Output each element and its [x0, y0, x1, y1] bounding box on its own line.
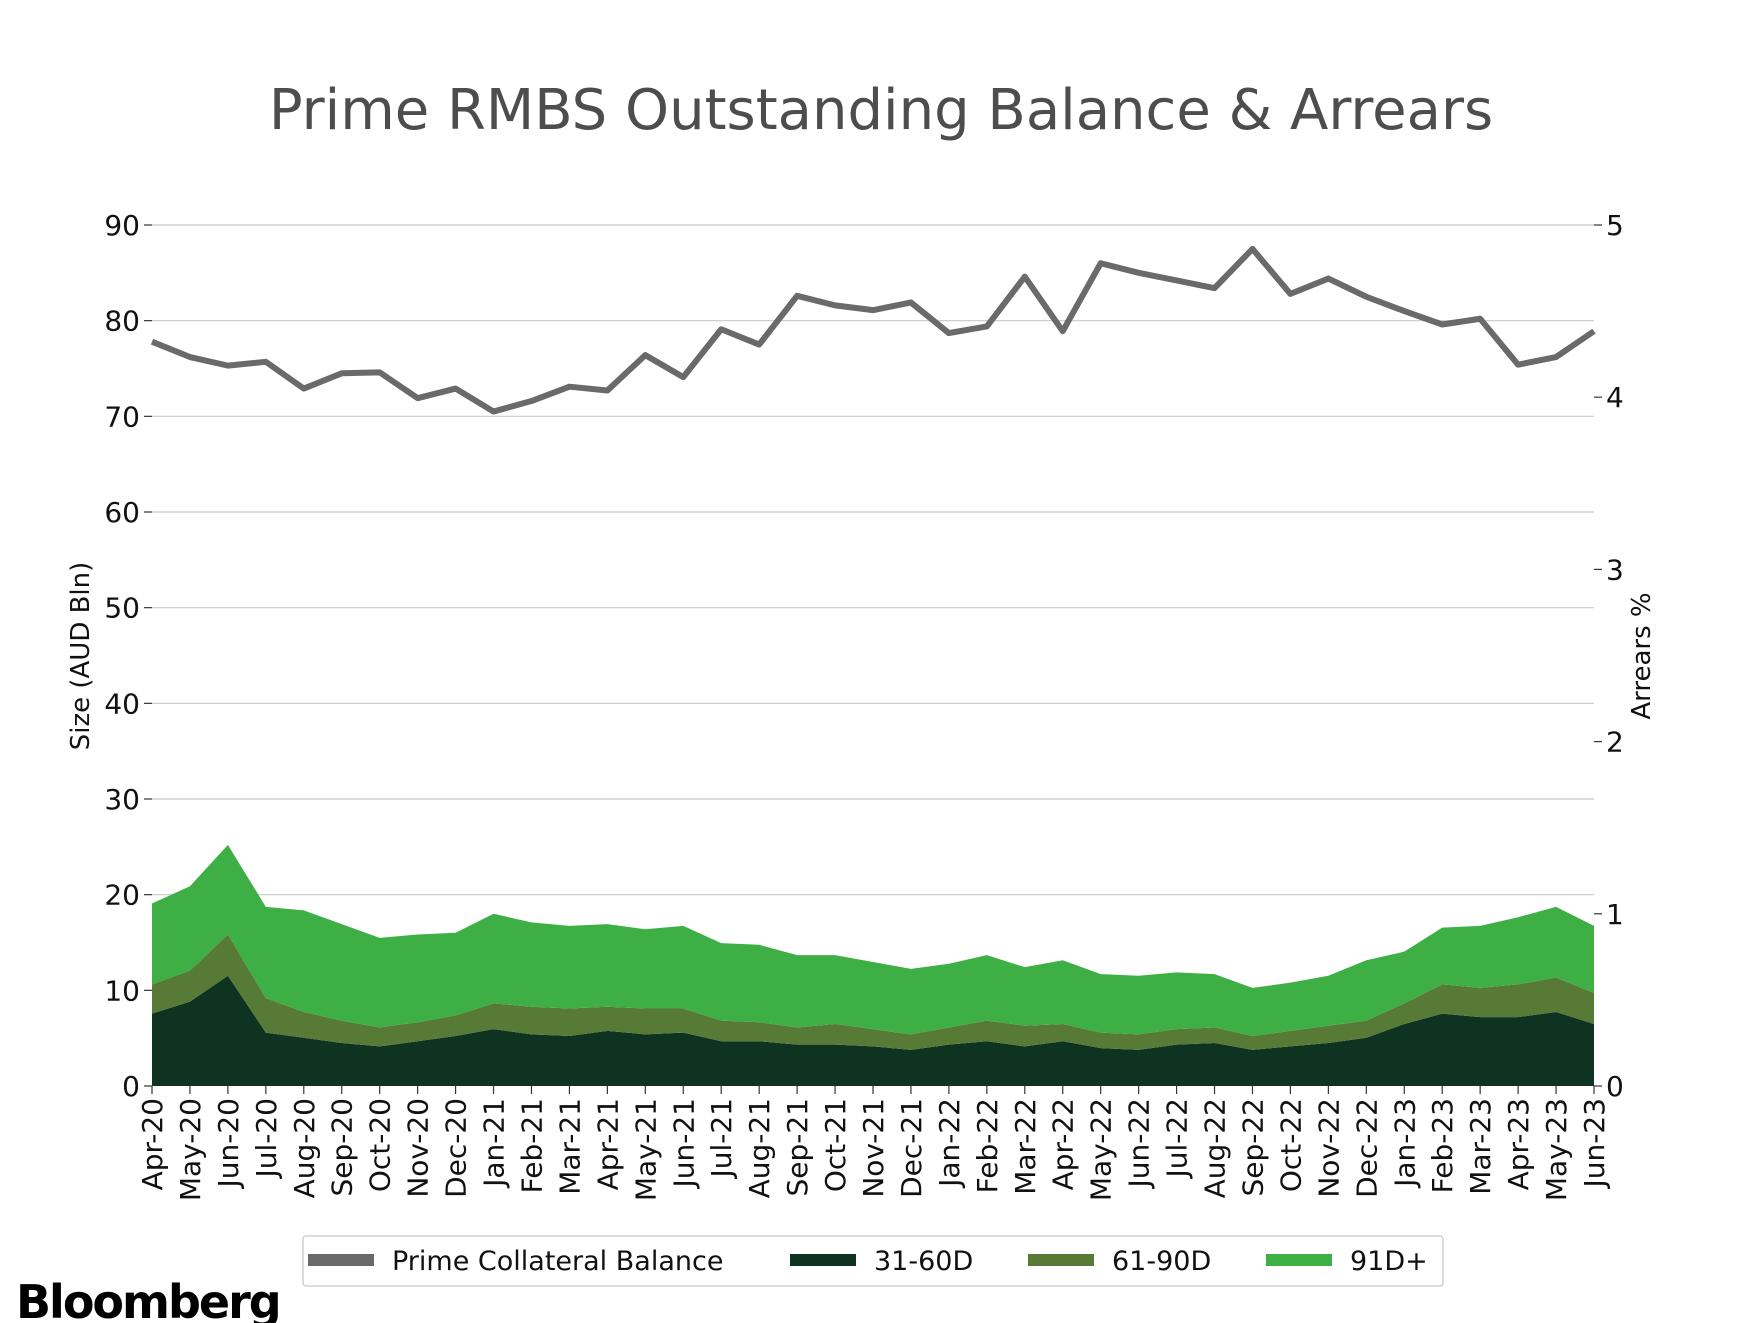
x-tick-label: Oct-20 — [364, 1098, 397, 1192]
x-tick-label: Nov-22 — [1312, 1098, 1345, 1198]
x-tick-label: Jan-22 — [933, 1098, 966, 1189]
legend-box — [302, 1235, 1444, 1287]
x-tick-label: Sep-22 — [1236, 1098, 1269, 1197]
x-tick-label: May-23 — [1540, 1098, 1573, 1201]
chart-title: Prime RMBS Outstanding Balance & Arrears — [269, 78, 1493, 143]
left-tick-label: 90 — [104, 209, 140, 242]
x-tick-label: Dec-22 — [1350, 1098, 1383, 1198]
right-tick-label: 5 — [1606, 209, 1624, 242]
legend: Prime Collateral Balance 31-60D 61-90D 91D+ — [302, 1235, 1444, 1287]
area-61-90d — [152, 934, 1594, 1050]
left-axis-ticks: 0 10 20 30 40 50 60 70 80 90 — [104, 209, 152, 1103]
legend-swatch — [790, 1254, 856, 1266]
left-tick-label: 10 — [104, 974, 140, 1007]
x-tick-label: Jun-21 — [667, 1098, 700, 1189]
right-tick-label: 1 — [1606, 898, 1624, 931]
x-tick-label: Feb-21 — [515, 1098, 548, 1193]
x-tick-label: Mar-22 — [1009, 1098, 1042, 1195]
legend-swatch — [1028, 1254, 1094, 1266]
grid-lines — [152, 224, 1594, 991]
x-tick-label: Oct-21 — [819, 1098, 852, 1192]
left-axis-label: Size (AUD Bln) — [66, 562, 96, 751]
right-tick-label: 2 — [1606, 726, 1624, 759]
legend-swatch — [308, 1254, 374, 1266]
x-tick-label: Apr-23 — [1502, 1098, 1535, 1190]
x-axis-ticks: Apr-20 May-20 Jun-20 Jul-20 Aug-20 Sep-20 Oct-… — [136, 1086, 1611, 1201]
x-tick-label: May-20 — [174, 1098, 207, 1201]
x-tick-label: Oct-22 — [1274, 1098, 1307, 1192]
left-tick-label: 20 — [104, 879, 140, 912]
left-tick-label: 80 — [104, 305, 140, 338]
x-tick-label: Mar-21 — [553, 1098, 586, 1195]
x-tick-label: Aug-22 — [1199, 1098, 1232, 1198]
x-tick-label: Apr-21 — [591, 1098, 624, 1190]
legend-label: Prime Collateral Balance — [392, 1246, 723, 1277]
x-tick-label: May-22 — [1085, 1098, 1118, 1201]
legend-label: 91D+ — [1350, 1246, 1428, 1277]
x-tick-label: Mar-23 — [1464, 1098, 1497, 1195]
x-tick-label: Dec-20 — [440, 1098, 473, 1198]
x-tick-label: Aug-21 — [743, 1098, 776, 1198]
x-tick-label: Jul-20 — [250, 1098, 283, 1180]
x-tick-label: Jun-20 — [212, 1098, 245, 1189]
left-tick-label: 50 — [104, 592, 140, 625]
x-tick-label: Jun-23 — [1578, 1098, 1611, 1189]
legend-label: 31-60D — [874, 1246, 973, 1277]
x-tick-label: Feb-23 — [1426, 1098, 1459, 1193]
right-tick-label: 3 — [1606, 553, 1624, 586]
x-tick-label: Dec-21 — [895, 1098, 928, 1198]
right-axis-label: Arrears % — [1627, 592, 1657, 719]
x-tick-label: Jan-21 — [478, 1098, 511, 1189]
right-axis-ticks: 0 1 2 3 4 5 — [1594, 209, 1624, 1103]
x-tick-label: Aug-20 — [288, 1098, 321, 1198]
bloomberg-logo: Bloomberg — [16, 1275, 280, 1323]
left-tick-label: 40 — [104, 687, 140, 720]
left-tick-label: 70 — [104, 400, 140, 433]
right-tick-label: 0 — [1606, 1070, 1624, 1103]
legend-label: 61-90D — [1112, 1246, 1211, 1277]
left-tick-label: 60 — [104, 496, 140, 529]
x-tick-label: Apr-20 — [136, 1098, 169, 1190]
left-tick-label: 30 — [104, 783, 140, 816]
legend-swatch — [1266, 1254, 1332, 1266]
x-tick-label: Apr-22 — [1047, 1098, 1080, 1190]
x-tick-label: Jan-23 — [1388, 1098, 1421, 1189]
left-tick-label: 0 — [122, 1070, 140, 1103]
balance-line-layer — [150, 245, 1596, 415]
arrears-areas — [152, 844, 1594, 1086]
x-tick-label: Jun-22 — [1123, 1098, 1156, 1189]
area-31-60d — [152, 975, 1594, 1086]
area-91d- — [152, 844, 1594, 1037]
x-tick-label: Sep-20 — [326, 1098, 359, 1197]
balance-line — [150, 245, 1596, 415]
right-tick-label: 4 — [1606, 381, 1624, 414]
x-tick-label: Feb-22 — [971, 1098, 1004, 1193]
x-tick-label: Jul-21 — [705, 1098, 738, 1180]
x-tick-label: Nov-20 — [402, 1098, 435, 1198]
x-tick-label: May-21 — [629, 1098, 662, 1201]
x-tick-label: Jul-22 — [1161, 1098, 1194, 1180]
x-tick-label: Sep-21 — [781, 1098, 814, 1197]
x-tick-label: Nov-21 — [857, 1098, 890, 1198]
